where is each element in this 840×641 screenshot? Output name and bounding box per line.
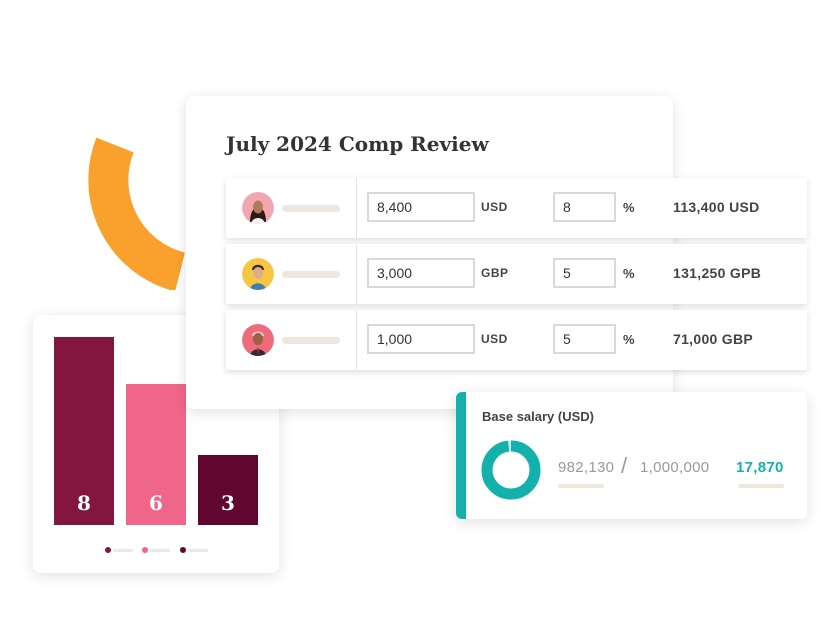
legend-dot [105, 547, 111, 553]
percent-symbol: % [623, 200, 636, 215]
base-salary-title: Base salary (USD) [482, 409, 594, 424]
raise-percent-input[interactable]: 5 [553, 258, 616, 288]
table-row: 1,000 USD 5 % 71,000 GBP [226, 310, 807, 370]
chart-bar: 8 [54, 337, 114, 525]
raise-percent-input[interactable]: 5 [553, 324, 616, 354]
divider [356, 310, 357, 370]
legend-placeholder-line [113, 549, 133, 552]
page-title: July 2024 Comp Review [226, 132, 489, 156]
name-placeholder [282, 205, 340, 212]
salary-spent-value: 982,130 [558, 459, 615, 476]
currency-label: USD [481, 200, 508, 214]
bar-data-label: 6 [149, 491, 163, 515]
table-row: 3,000 GBP 5 % 131,250 GPB [226, 244, 807, 304]
new-salary-total: 113,400 USD [673, 199, 760, 215]
percent-symbol: % [623, 332, 636, 347]
chart-bar: 3 [198, 454, 258, 525]
currency-label: GBP [481, 266, 509, 280]
employee-avatar-icon [242, 258, 274, 290]
legend-dot [180, 547, 186, 553]
orange-arc-icon [88, 137, 186, 290]
percent-symbol: % [623, 266, 636, 281]
new-salary-total: 71,000 GBP [673, 331, 754, 347]
budget-donut-chart [481, 440, 541, 500]
legend-placeholder-line [150, 549, 170, 552]
bar-data-label: 8 [77, 491, 91, 515]
name-placeholder [282, 337, 340, 344]
salary-budget-value: 1,000,000 [640, 459, 710, 476]
raise-amount-input[interactable]: 8,400 [367, 192, 475, 222]
divider [356, 178, 357, 238]
salary-remaining-value: 17,870 [736, 459, 784, 476]
raise-percent-input[interactable]: 8 [553, 192, 616, 222]
divider [356, 244, 357, 304]
name-placeholder [282, 271, 340, 278]
legend-placeholder-line [188, 549, 208, 552]
legend-dot [142, 547, 148, 553]
employee-avatar-icon [242, 324, 274, 356]
employee-avatar-icon [242, 192, 274, 224]
raise-amount-input[interactable]: 1,000 [367, 324, 475, 354]
chart-bar: 6 [126, 384, 186, 525]
new-salary-total: 131,250 GPB [673, 265, 762, 281]
table-row: 8,400 USD 8 % 113,400 USD [226, 178, 807, 238]
base-salary-card: Base salary (USD) 982,130 / 1,000,000 17… [456, 392, 807, 519]
placeholder-line [558, 484, 604, 488]
accent-bar [456, 392, 466, 519]
salary-separator: / [621, 453, 628, 478]
currency-label: USD [481, 332, 508, 346]
bar-data-label: 3 [221, 491, 235, 515]
placeholder-line [738, 484, 784, 488]
raise-amount-input[interactable]: 3,000 [367, 258, 475, 288]
donut-progress-arc [481, 440, 541, 500]
